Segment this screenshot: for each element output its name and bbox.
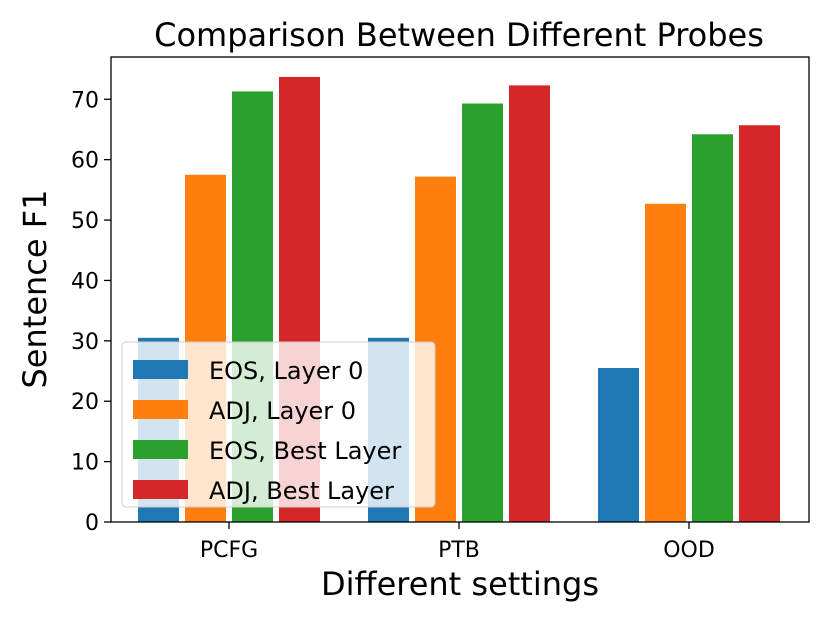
bar-1-ood — [598, 368, 639, 522]
x-axis: PCFG PTB OOD — [200, 522, 715, 563]
legend-box — [121, 341, 436, 508]
y-tick-label: 60 — [71, 149, 99, 174]
legend-swatch — [133, 440, 188, 459]
legend: EOS, Layer 0 ADJ, Layer 0 EOS, Best Layer A… — [121, 341, 436, 508]
legend-label: EOS, Layer 0 — [209, 357, 363, 385]
x-tick-label: PCFG — [200, 538, 258, 563]
bar-2-ood — [645, 203, 686, 522]
bar-3-ptb — [462, 103, 503, 522]
x-tick-label: PTB — [438, 538, 480, 563]
chart-title: Comparison Between Different Probes — [154, 16, 764, 54]
y-tick-label: 10 — [71, 451, 99, 476]
legend-label: EOS, Best Layer — [209, 437, 401, 465]
y-axis: 0 10 20 30 40 50 60 70 — [71, 88, 111, 536]
y-tick-label: 70 — [71, 88, 99, 113]
legend-swatch — [133, 400, 188, 419]
legend-swatch — [133, 360, 188, 379]
plot-frame — [110, 56, 810, 523]
legend-swatch — [133, 480, 188, 499]
bar-4-ood — [739, 125, 780, 522]
y-tick-label: 50 — [71, 209, 99, 234]
x-axis-label: Different settings — [321, 565, 599, 603]
bar-3-ood — [692, 134, 733, 522]
y-tick-label: 0 — [85, 511, 99, 536]
y-tick-label: 40 — [71, 269, 99, 294]
y-axis-label: Sentence F1 — [16, 189, 54, 388]
legend-label: ADJ, Layer 0 — [209, 397, 356, 425]
legend-label: ADJ, Best Layer — [209, 477, 394, 505]
y-tick-label: 30 — [71, 330, 99, 355]
x-tick-label: OOD — [663, 538, 715, 563]
bar-4-ptb — [509, 85, 550, 522]
y-tick-label: 20 — [71, 390, 99, 415]
